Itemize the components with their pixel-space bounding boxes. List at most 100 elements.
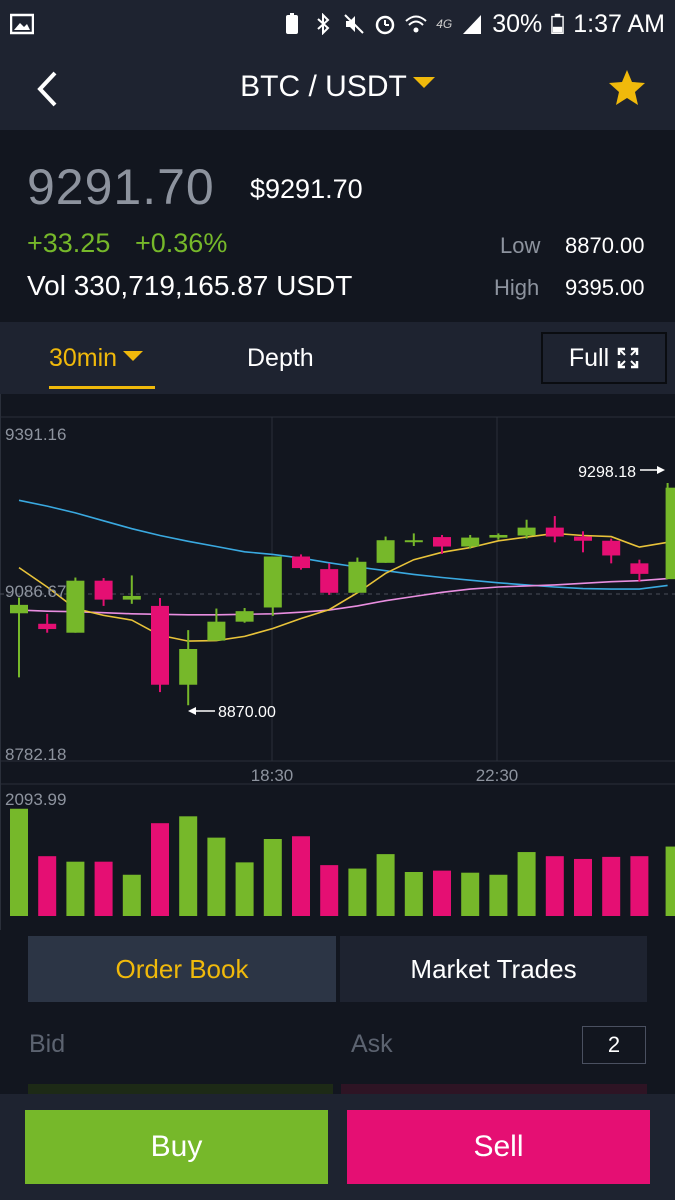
max-price-arrowhead	[657, 466, 665, 474]
pair-selector[interactable]: BTC / USDT	[0, 70, 675, 104]
volume-bar	[376, 854, 395, 916]
candle-body[interactable]	[66, 580, 85, 633]
max-price-label: 9298.18	[578, 464, 636, 481]
wifi-icon	[405, 15, 427, 33]
network-type: 4G	[436, 17, 453, 31]
volume-bar	[235, 862, 254, 916]
candlestick-chart[interactable]: 9391.16 9086.67 8782.18 18:30 22:30 2093.99 88…	[0, 394, 675, 930]
volume-bar	[320, 865, 339, 916]
precision-selector[interactable]: 2	[582, 1026, 646, 1064]
candle-body[interactable]	[602, 540, 621, 556]
x-axis-label: 22:30	[476, 766, 519, 785]
volume-bar	[348, 868, 367, 916]
min-price-arrowhead	[188, 707, 196, 715]
back-button[interactable]	[30, 66, 64, 112]
volume-bar	[545, 856, 564, 916]
candle-body[interactable]	[545, 527, 564, 537]
volume-bar	[263, 839, 282, 916]
star-icon[interactable]	[607, 68, 647, 108]
candle-body[interactable]	[489, 534, 508, 538]
tab-interval[interactable]: 30min	[49, 344, 144, 373]
candle-body[interactable]	[461, 537, 480, 547]
usd-price: $9291.70	[250, 174, 363, 204]
volume-bar	[630, 856, 649, 916]
candle-body[interactable]	[10, 604, 28, 614]
caret-down-icon	[123, 351, 144, 362]
mute-icon	[344, 14, 364, 34]
battery-percent: 30%	[492, 9, 543, 38]
x-axis-label: 18:30	[251, 766, 294, 785]
bid-header: Bid	[29, 1030, 66, 1058]
tab-depth[interactable]: Depth	[247, 344, 314, 372]
volume-bar	[489, 874, 508, 916]
status-bar: 4G 30% 1:37 AM	[0, 0, 675, 48]
candle-body[interactable]	[94, 580, 113, 600]
candle-body[interactable]	[207, 621, 226, 641]
candle-body[interactable]	[263, 556, 282, 608]
bluetooth-icon	[317, 13, 330, 35]
back-icon	[37, 71, 57, 107]
candle-body[interactable]	[376, 540, 395, 563]
app-header: BTC / USDT	[0, 48, 675, 130]
candle-body[interactable]	[665, 487, 675, 580]
clock: 1:37 AM	[573, 9, 665, 38]
volume-bar	[602, 856, 621, 916]
volume-max-label: 2093.99	[5, 790, 66, 809]
sell-button[interactable]: Sell	[347, 1110, 650, 1184]
tab-market-trades[interactable]: Market Trades	[340, 936, 647, 1002]
active-tab-indicator	[49, 386, 155, 389]
ma-slow-line	[18, 499, 668, 590]
volume-bar	[433, 870, 451, 916]
tab-order-book[interactable]: Order Book	[28, 936, 336, 1002]
candle-body[interactable]	[122, 595, 141, 600]
price-change-percent: +0.36%	[135, 228, 228, 258]
y-axis-label-mid: 9086.67	[5, 582, 66, 601]
order-book-section: Order Book Market Trades Bid Ask 2	[0, 930, 675, 1200]
low-label: Low	[500, 233, 541, 258]
candle-body[interactable]	[179, 649, 198, 685]
candle-body[interactable]	[404, 540, 423, 543]
candle-body[interactable]	[235, 611, 254, 622]
alarm-icon	[375, 15, 395, 35]
pair-label: BTC / USDT	[240, 70, 407, 103]
ma-mid-line	[18, 577, 668, 616]
signal-icon	[463, 15, 482, 34]
last-price: 9291.70	[27, 159, 215, 215]
volume-bar	[292, 836, 310, 916]
expand-icon	[617, 347, 639, 369]
high-value: 9395.00	[565, 275, 645, 300]
y-axis-label-bottom: 8782.18	[5, 745, 66, 764]
tab-interval-label: 30min	[49, 344, 118, 372]
candle-body[interactable]	[292, 556, 310, 569]
volume-bar	[665, 846, 675, 916]
candle-body[interactable]	[433, 537, 451, 547]
candle-body[interactable]	[630, 563, 649, 574]
candle-body[interactable]	[38, 623, 57, 630]
gallery-notification-icon	[10, 13, 34, 35]
trade-actions: Buy Sell	[0, 1094, 675, 1200]
fullscreen-button[interactable]: Full	[541, 332, 667, 384]
battery-icon	[551, 13, 565, 34]
volume-bar	[461, 872, 480, 916]
high-label: High	[494, 275, 540, 300]
candle-body[interactable]	[517, 527, 536, 536]
ticker-summary: 9291.70 $9291.70 +33.25 +0.36% Vol 330,7…	[0, 130, 675, 322]
candle-body[interactable]	[320, 569, 339, 593]
fullscreen-label: Full	[568, 343, 610, 372]
battery-saver-icon	[286, 13, 299, 34]
volume-bar	[574, 858, 592, 916]
min-price-label: 8870.00	[218, 704, 276, 721]
volume-bar	[517, 852, 536, 916]
y-axis-label-top: 9391.16	[5, 425, 66, 444]
volume-bar	[122, 874, 141, 916]
candle-body[interactable]	[574, 536, 592, 541]
volume-bar	[179, 816, 198, 916]
volume-24h: Vol 330,719,165.87 USDT	[27, 270, 353, 301]
buy-button[interactable]: Buy	[25, 1110, 328, 1184]
candle-body[interactable]	[151, 605, 169, 685]
caret-down-icon	[412, 76, 435, 88]
candle-body[interactable]	[348, 561, 367, 593]
volume-bar	[10, 808, 28, 916]
volume-bar	[207, 837, 226, 916]
